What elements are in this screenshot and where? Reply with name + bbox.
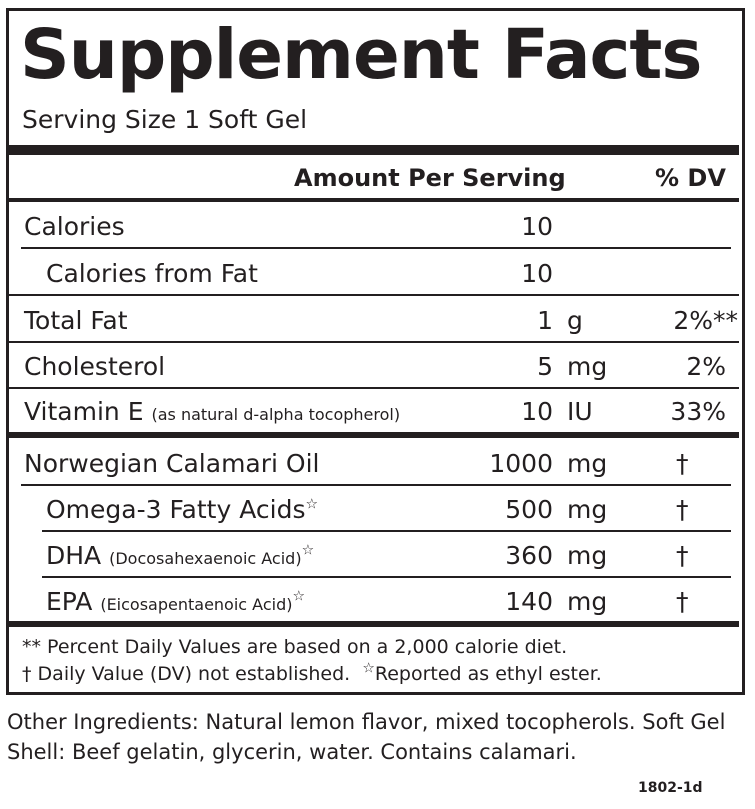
- serving-size: Serving Size 1 Soft Gel: [22, 105, 308, 134]
- footnote-dv-not-established: † Daily Value (DV) not established. ☆Rep…: [22, 661, 602, 687]
- row-dv: †: [676, 587, 689, 616]
- medium-divider: [8, 198, 739, 202]
- footnote-dv-basis: ** Percent Daily Values are based on a 2…: [22, 636, 568, 658]
- label-title: Supplement Facts: [20, 15, 702, 95]
- row-dv: 33%: [670, 397, 726, 426]
- row-name-omega3: Omega-3 Fatty Acids☆: [46, 493, 318, 527]
- row-divider: [21, 484, 731, 486]
- footnote-ethyl-ester-text: Reported as ethyl ester.: [374, 663, 602, 685]
- star-icon: ☆: [292, 588, 306, 605]
- row-unit: g: [567, 306, 583, 335]
- medium-divider: [8, 621, 739, 627]
- row-dv: †: [676, 449, 689, 478]
- row-amount: 1: [537, 306, 553, 335]
- supplement-facts-panel: [6, 8, 745, 695]
- footnote-dagger-text: † Daily Value (DV) not established.: [22, 663, 351, 685]
- thick-divider: [8, 145, 739, 155]
- row-name: EPA: [46, 587, 93, 616]
- row-name: Total Fat: [24, 306, 128, 335]
- row-detail: (Docosahexaenoic Acid): [109, 549, 302, 568]
- row-name: DHA: [46, 541, 102, 570]
- row-divider: [21, 247, 731, 249]
- row-name: Omega-3 Fatty Acids: [46, 495, 306, 524]
- row-amount: 10: [521, 397, 553, 426]
- row-unit: mg: [567, 352, 608, 381]
- row-divider: [8, 387, 739, 389]
- row-amount: 10: [521, 259, 553, 288]
- row-name: Cholesterol: [24, 352, 166, 381]
- row-amount: 500: [505, 495, 553, 524]
- row-dv: 2%: [686, 352, 726, 381]
- medium-divider: [8, 432, 739, 438]
- row-dv: †: [676, 495, 689, 524]
- row-detail: (Eicosapentaenoic Acid): [100, 595, 293, 614]
- row-unit: mg: [567, 587, 608, 616]
- row-divider: [42, 576, 731, 578]
- row-name-epa: EPA (Eicosapentaenoic Acid)☆: [46, 585, 305, 622]
- row-name: Calories from Fat: [46, 259, 258, 288]
- row-name: Vitamin E: [24, 397, 144, 426]
- other-ingredients: Other Ingredients: Natural lemon flavor,…: [7, 710, 726, 764]
- dv-header: % DV: [655, 164, 726, 192]
- row-divider: [8, 341, 739, 343]
- product-code: 1802-1d: [638, 780, 703, 796]
- star-icon: ☆: [305, 496, 319, 513]
- row-unit: mg: [567, 449, 608, 478]
- row-amount: 10: [521, 212, 553, 241]
- star-icon: ☆: [362, 660, 375, 677]
- row-dv: †: [676, 541, 689, 570]
- row-unit: IU: [567, 397, 593, 426]
- row-amount: 360: [505, 541, 553, 570]
- row-name: Norwegian Calamari Oil: [24, 449, 320, 478]
- row-name-dha: DHA (Docosahexaenoic Acid)☆: [46, 539, 314, 576]
- star-icon: ☆: [301, 542, 315, 559]
- row-amount: 140: [505, 587, 553, 616]
- row-divider: [8, 294, 739, 296]
- row-amount: 1000: [489, 449, 553, 478]
- row-dv: 2%**: [673, 306, 738, 335]
- row-divider: [42, 530, 731, 532]
- row-detail: (as natural d-alpha tocopherol): [151, 405, 401, 424]
- amount-per-serving-header: Amount Per Serving: [294, 164, 566, 192]
- row-unit: mg: [567, 541, 608, 570]
- row-name-vitamin-e: Vitamin E (as natural d-alpha tocopherol…: [24, 395, 400, 432]
- row-unit: mg: [567, 495, 608, 524]
- row-name: Calories: [24, 212, 125, 241]
- row-amount: 5: [537, 352, 553, 381]
